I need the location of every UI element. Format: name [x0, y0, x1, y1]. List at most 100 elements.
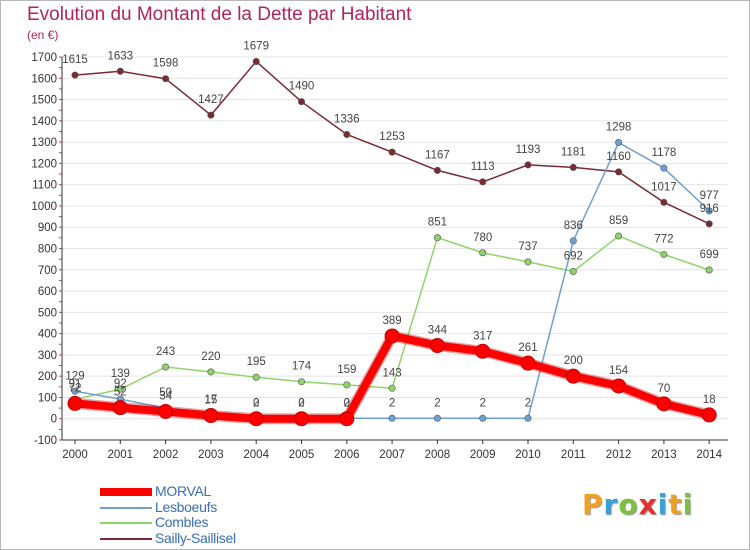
y-tick-label: 900	[38, 222, 57, 234]
data-label: 859	[609, 215, 628, 227]
y-tick-label: 1000	[31, 201, 57, 213]
logo-letter: i	[657, 488, 669, 521]
data-point-morval	[429, 338, 445, 354]
data-point-morval	[339, 411, 355, 427]
y-tick-label: 200	[38, 371, 57, 383]
data-point-combles	[524, 258, 532, 266]
data-label: 2	[253, 397, 259, 409]
x-tick-label: 2010	[515, 449, 541, 461]
grid-lines	[62, 56, 728, 441]
data-point-sailly-saillisel	[433, 166, 441, 174]
data-point-lesboeufs	[524, 414, 532, 422]
y-tick-label: 1700	[31, 52, 57, 64]
data-point-morval	[611, 378, 627, 394]
chart-unit-label: (en €)	[27, 28, 59, 42]
data-label: 0	[253, 398, 259, 410]
data-point-combles	[569, 267, 577, 275]
x-tick-label: 2001	[108, 449, 134, 461]
data-point-combles	[116, 385, 124, 393]
data-point-combles	[162, 363, 170, 371]
data-label: 17	[205, 394, 218, 406]
data-label: 2	[479, 397, 485, 409]
x-tick-label: 2014	[696, 449, 722, 461]
data-label: 916	[700, 203, 719, 215]
data-label: 772	[654, 233, 673, 245]
data-point-sailly-saillisel	[162, 75, 170, 83]
data-label: 1113	[471, 161, 495, 173]
data-point-lesboeufs	[660, 164, 668, 172]
y-tick-label: 100	[38, 392, 57, 404]
y-tick-labels: -100 0 100 200 300 400 500 600 700 800 900 1000 1100…	[31, 52, 57, 447]
data-point-combles	[660, 250, 668, 258]
data-point-morval	[565, 368, 581, 384]
data-label: 70	[658, 383, 671, 395]
x-tick-label: 2011	[561, 449, 586, 461]
data-point-morval	[67, 395, 83, 411]
y-tick-label: -100	[34, 435, 57, 447]
data-label: 1178	[652, 147, 677, 159]
data-label: 1427	[198, 94, 224, 106]
y-tick-label: 1300	[31, 137, 57, 149]
y-tick-label: 800	[38, 244, 57, 256]
x-tick-label: 2003	[198, 449, 224, 461]
legend-label: Combles	[155, 514, 209, 530]
data-label: 91	[69, 378, 82, 390]
x-tick-label: 2002	[153, 449, 179, 461]
data-label: 1490	[289, 81, 315, 93]
data-point-combles	[479, 249, 487, 257]
data-point-lesboeufs	[615, 139, 623, 147]
data-label: 200	[564, 355, 583, 367]
data-point-sailly-saillisel	[479, 178, 487, 186]
data-point-combles	[433, 234, 441, 242]
data-point-sailly-saillisel	[252, 57, 260, 65]
data-label: 2	[525, 397, 531, 409]
data-label: 139	[111, 368, 130, 380]
data-point-lesboeufs	[705, 207, 713, 215]
y-tick-label: 1400	[31, 116, 57, 128]
y-tick-label: 1200	[31, 158, 57, 170]
data-point-sailly-saillisel	[660, 198, 668, 206]
x-tick-label: 2005	[289, 449, 315, 461]
y-tick-label: 1600	[31, 73, 57, 85]
x-tick-label: 2009	[470, 449, 496, 461]
data-label: 1633	[108, 50, 134, 62]
legend-swatch	[100, 522, 152, 524]
y-tick-label: 700	[38, 265, 57, 277]
data-label: 174	[292, 361, 312, 373]
data-point-sailly-saillisel	[297, 98, 305, 106]
data-point-morval	[248, 411, 264, 427]
data-label: 2	[389, 397, 395, 409]
data-label: 692	[564, 250, 583, 262]
data-label: 1253	[379, 131, 405, 143]
data-point-sailly-saillisel	[388, 148, 396, 156]
data-point-combles	[252, 373, 260, 381]
data-label: 1598	[153, 58, 179, 70]
y-tick-label: 500	[38, 307, 57, 319]
data-label: 836	[564, 220, 583, 232]
logo-letter: x	[638, 488, 658, 521]
axes	[59, 56, 728, 444]
data-point-sailly-saillisel	[615, 168, 623, 176]
data-label: 52	[114, 387, 127, 399]
data-point-morval	[158, 403, 174, 419]
data-label: 1679	[243, 40, 269, 52]
data-label: 0	[344, 398, 350, 410]
data-label: 129	[65, 370, 84, 382]
y-tick-label: 600	[38, 286, 57, 298]
data-point-morval	[701, 407, 717, 423]
data-point-lesboeufs	[433, 414, 441, 422]
data-label: 18	[703, 394, 716, 406]
data-point-sailly-saillisel	[71, 71, 79, 79]
data-label: 699	[700, 249, 719, 261]
x-tick-label: 2013	[651, 449, 677, 461]
data-label: 0	[298, 398, 304, 410]
data-label: 1336	[334, 113, 360, 125]
data-label: 143	[383, 367, 402, 379]
y-tick-label: 1100	[32, 180, 57, 192]
data-label: 261	[518, 342, 537, 354]
data-point-morval	[520, 355, 536, 371]
data-point-sailly-saillisel	[343, 130, 351, 138]
data-label: 1167	[425, 149, 450, 161]
legend-label: MORVAL	[155, 483, 212, 499]
data-point-morval	[294, 411, 309, 427]
